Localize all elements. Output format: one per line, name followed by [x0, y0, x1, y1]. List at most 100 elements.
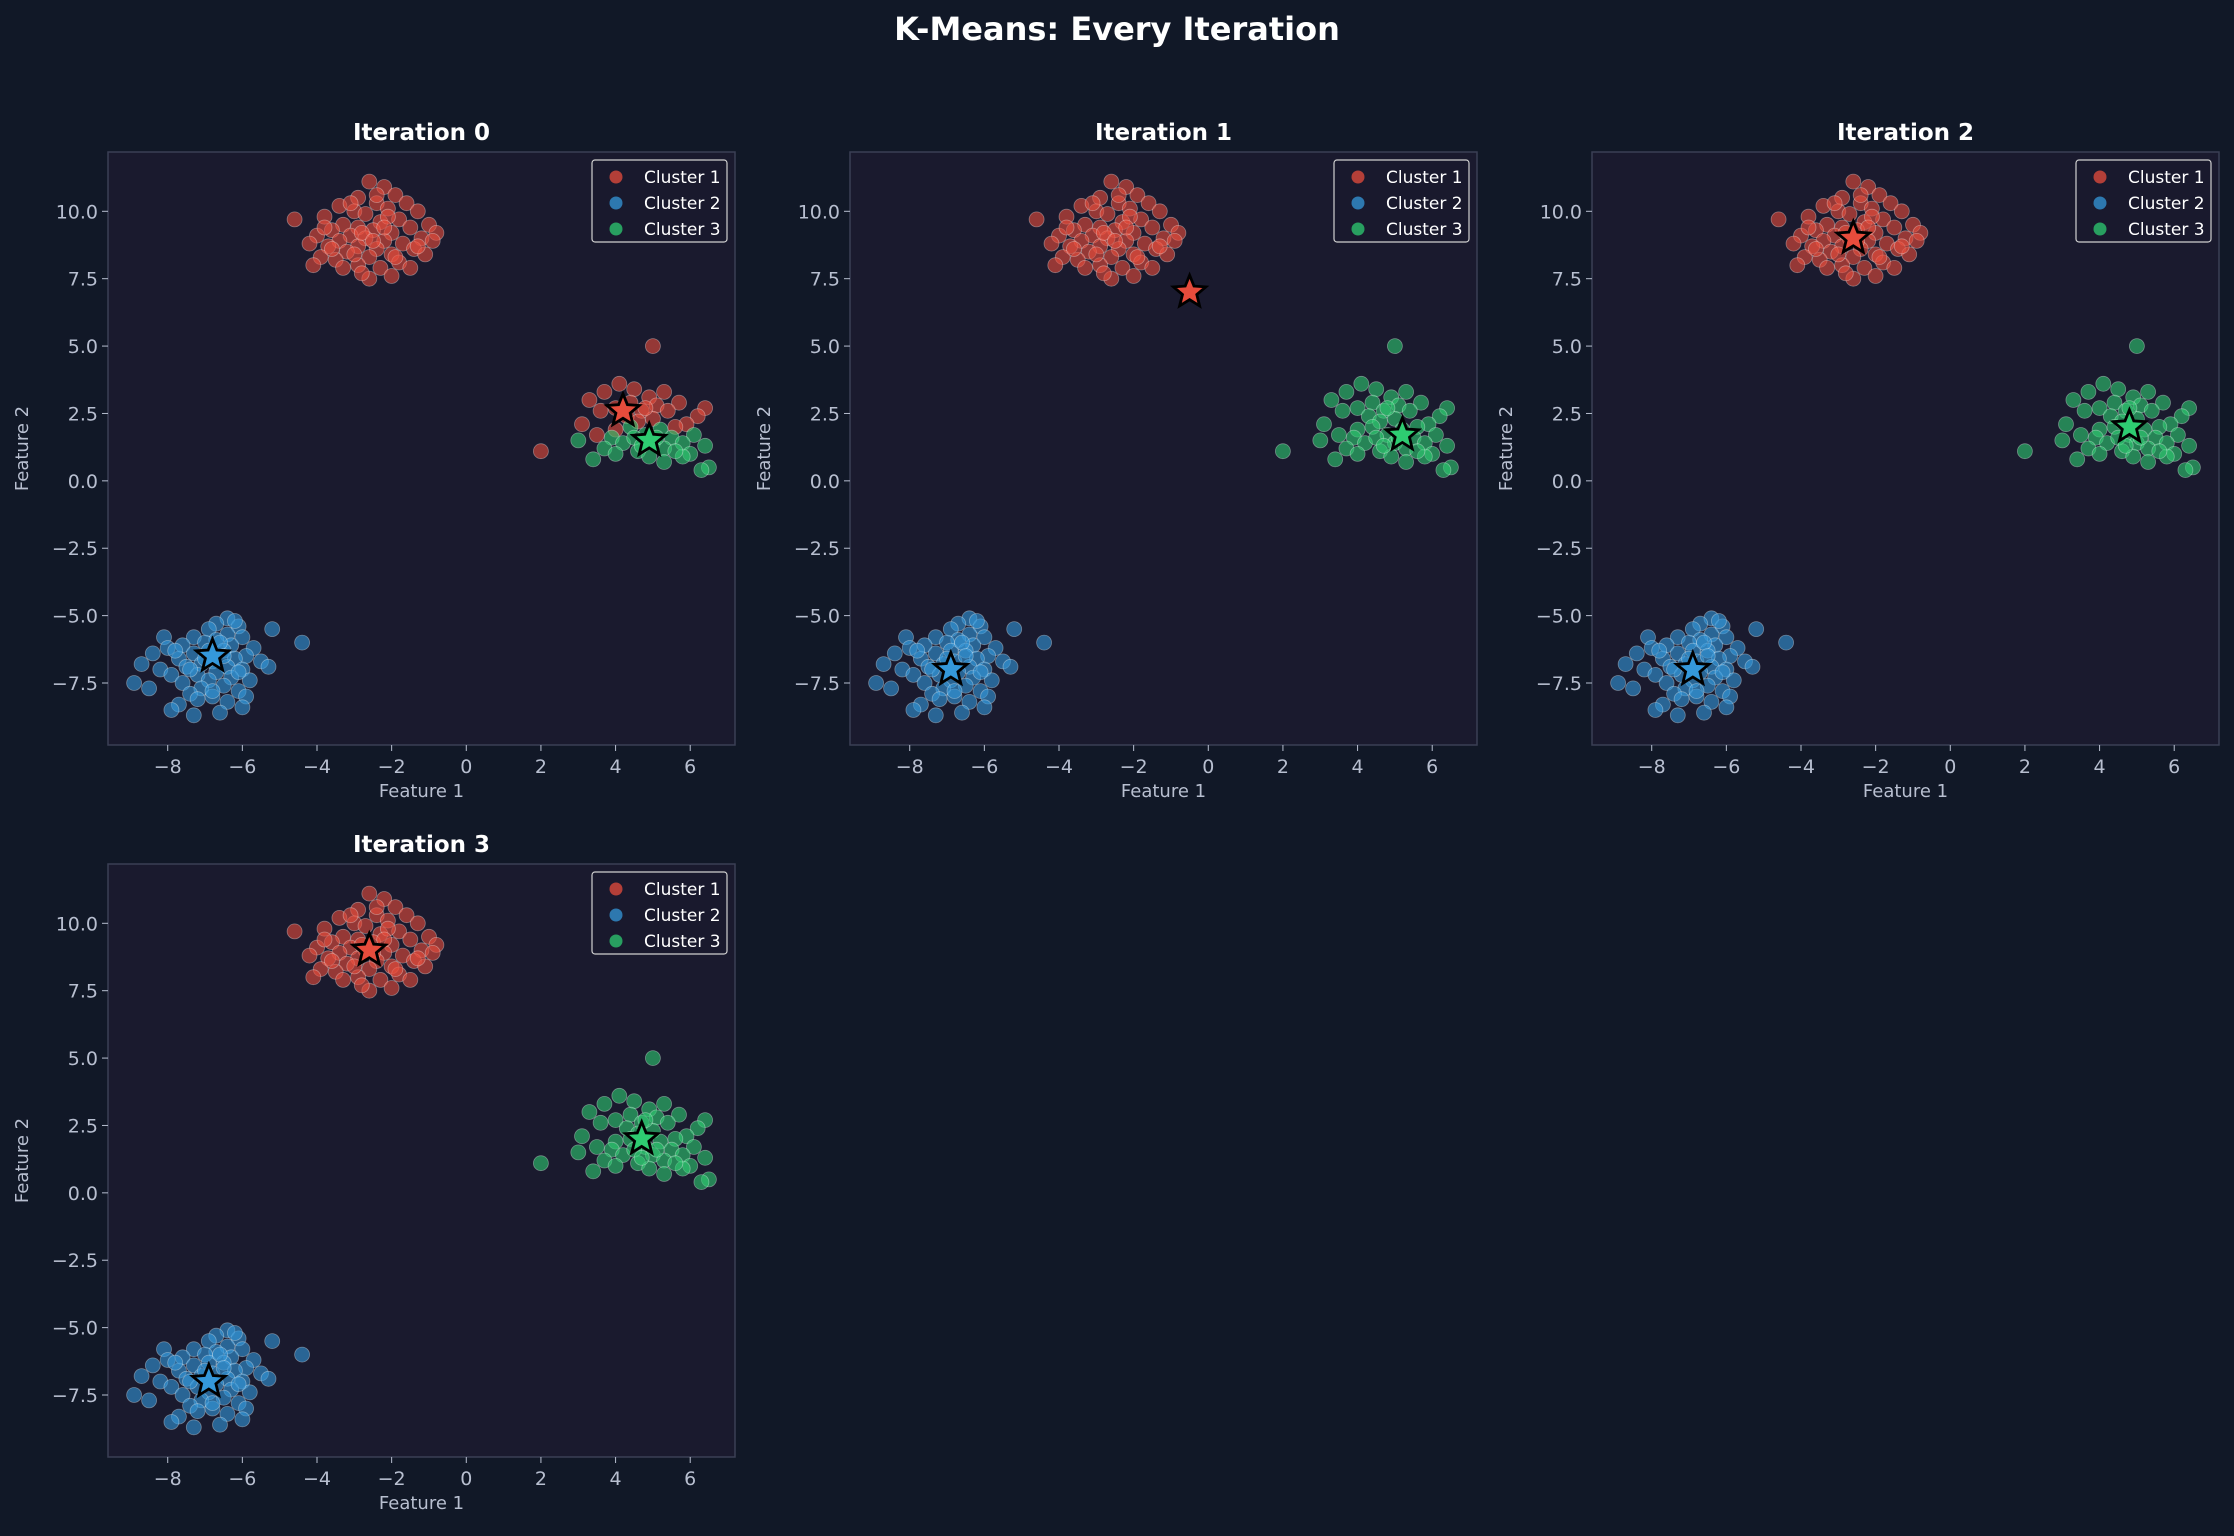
data-point — [592, 1114, 609, 1131]
data-point — [234, 699, 251, 716]
x-tick-label: −6 — [1712, 756, 1740, 778]
legend-label: Cluster 2 — [1386, 194, 1463, 214]
data-point — [301, 947, 318, 964]
data-point — [353, 265, 370, 282]
legend: Cluster 1 Cluster 2 Cluster 3 — [591, 159, 728, 243]
y-tick-label: −7.5 — [52, 1385, 98, 1407]
scatter-points — [868, 173, 1459, 724]
x-tick-label: 2 — [535, 1468, 547, 1490]
data-point — [1327, 451, 1344, 468]
data-point — [983, 672, 1000, 689]
data-point — [185, 1419, 202, 1436]
data-point — [626, 1093, 643, 1110]
x-axis-label: Feature 1 — [379, 781, 464, 802]
data-point — [1871, 187, 1888, 204]
data-point — [163, 1414, 180, 1430]
data-point — [1409, 443, 1426, 460]
data-point — [383, 980, 400, 996]
data-point — [241, 672, 258, 689]
data-point — [1088, 246, 1105, 263]
centroid-star-icon — [1833, 217, 1873, 256]
data-point — [1095, 265, 1112, 282]
data-point — [656, 383, 672, 400]
y-tick-label: −2.5 — [1536, 538, 1582, 560]
data-point — [2125, 448, 2142, 465]
data-point — [1673, 691, 1690, 708]
x-tick-label: −4 — [1787, 756, 1815, 778]
data-point — [1107, 232, 1123, 249]
data-point — [686, 427, 702, 443]
data-point — [182, 661, 199, 678]
legend-frame — [591, 159, 728, 243]
data-point — [126, 675, 143, 691]
y-tick-label: 5.0 — [1552, 336, 1582, 358]
legend: Cluster 1 Cluster 2 Cluster 3 — [2075, 159, 2212, 243]
data-point — [1036, 634, 1052, 651]
data-point — [1867, 268, 1884, 284]
data-point — [174, 675, 191, 691]
data-point — [212, 704, 228, 721]
data-point — [1151, 203, 1168, 220]
centroid-star-icon — [931, 648, 971, 687]
data-point — [383, 268, 400, 284]
data-point — [1819, 259, 1835, 276]
data-point — [316, 219, 333, 236]
data-point — [671, 1106, 687, 1123]
data-point — [372, 972, 389, 988]
centroid-star-icon — [603, 390, 643, 428]
data-point — [1628, 645, 1645, 662]
y-tick-label: 7.5 — [68, 981, 98, 1003]
legend-marker — [2093, 170, 2107, 184]
data-point — [230, 1376, 247, 1393]
data-point — [1826, 195, 1843, 212]
y-tick-label: 10.0 — [798, 201, 840, 223]
data-point — [141, 1392, 158, 1409]
x-tick-label: 6 — [2168, 756, 2180, 778]
data-point — [607, 445, 624, 462]
y-tick-label: 0.0 — [1552, 471, 1582, 493]
data-point — [1711, 613, 1727, 629]
legend-marker — [1351, 222, 1365, 236]
data-point — [305, 257, 322, 274]
data-point — [204, 1395, 221, 1411]
data-point — [1275, 443, 1291, 460]
data-point — [294, 1346, 311, 1363]
data-point — [1845, 173, 1862, 190]
data-point — [589, 427, 605, 443]
data-point — [409, 915, 426, 932]
data-point — [301, 235, 318, 252]
x-tick-label: −2 — [1120, 756, 1148, 778]
data-point — [387, 187, 404, 204]
data-point — [234, 1411, 251, 1428]
legend-marker — [609, 908, 623, 922]
legend-label: Cluster 2 — [644, 906, 721, 926]
data-point — [592, 402, 609, 419]
data-point — [212, 1346, 228, 1363]
data-point — [1808, 241, 1824, 257]
data-point — [1095, 224, 1112, 241]
data-point — [697, 437, 713, 454]
data-point — [1439, 437, 1455, 454]
data-point — [1837, 265, 1854, 282]
data-point — [931, 691, 948, 708]
y-tick-label: −2.5 — [52, 538, 98, 560]
data-point — [693, 1174, 710, 1190]
data-point — [886, 645, 903, 662]
data-point — [596, 1096, 613, 1112]
data-point — [1908, 232, 1925, 249]
data-point — [368, 899, 385, 915]
data-point — [1725, 672, 1742, 689]
data-point — [2076, 402, 2093, 419]
data-point — [2169, 427, 2186, 443]
y-tick-label: 7.5 — [68, 269, 98, 291]
data-point — [574, 1128, 590, 1145]
data-point — [424, 945, 441, 961]
centroid-star-icon — [629, 419, 669, 458]
subplot-iteration-2: Iteration 2 −8 −6 −4 −2 0 2 4 6 −7.5 −5.0 −2.5 0.0 2.… — [1496, 120, 2220, 802]
data-point — [2091, 400, 2108, 417]
x-axis-label: Feature 1 — [1121, 781, 1206, 802]
subplot-iteration-1: Iteration 1 −8 −6 −4 −2 0 2 4 6 −7.5 −5.0 −2.5 0.0 2.… — [754, 120, 1478, 802]
data-point — [1375, 437, 1392, 454]
data-point — [2143, 402, 2160, 419]
data-point — [581, 1104, 598, 1120]
